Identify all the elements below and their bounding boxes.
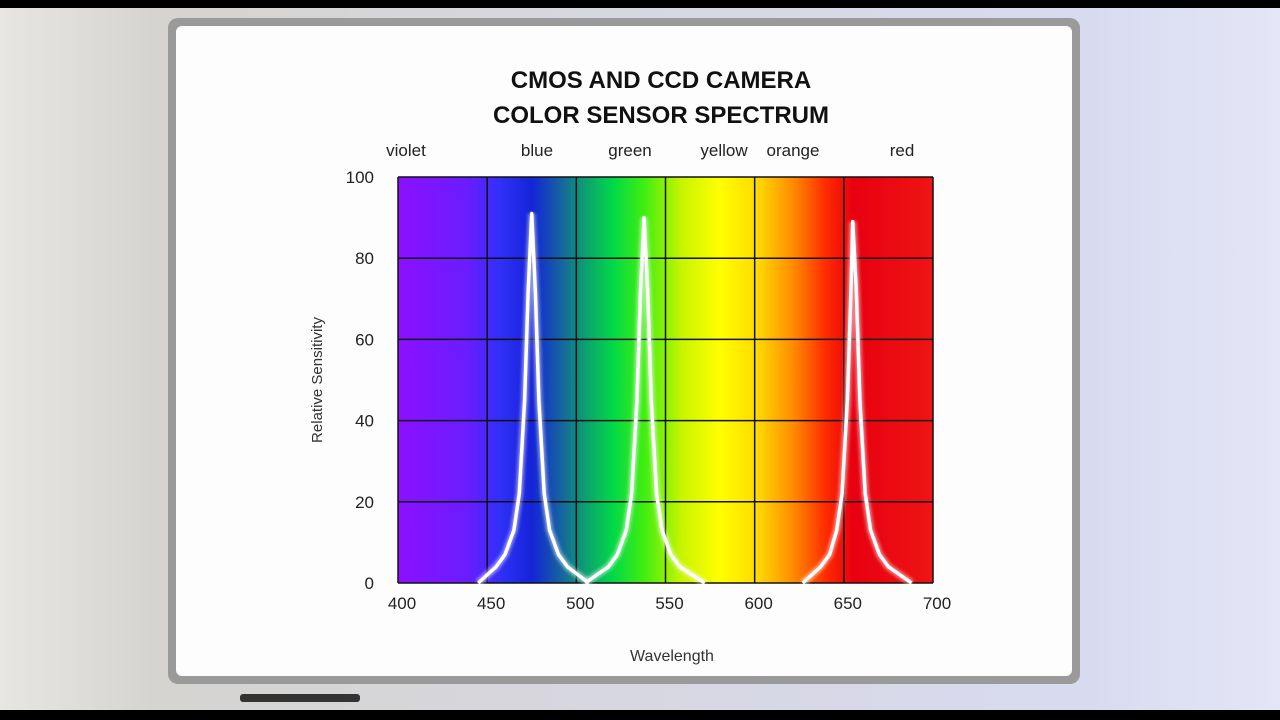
band-label: violet (386, 141, 426, 160)
band-label: yellow (700, 141, 748, 160)
band-label: green (608, 141, 651, 160)
band-label: blue (521, 141, 553, 160)
chart-title: COLOR SENSOR SPECTRUM (493, 102, 829, 129)
y-tick-label: 0 (365, 574, 374, 593)
x-tick-label: 550 (655, 594, 683, 613)
y-axis-label: Relative Sensitivity (309, 317, 326, 443)
chart-title: CMOS AND CCD CAMERA (511, 67, 811, 94)
line (801, 219, 913, 585)
y-tick-label: 100 (346, 168, 374, 187)
x-axis-label: Wavelength (630, 648, 714, 665)
x-tick-label: 700 (923, 594, 951, 613)
line (584, 215, 706, 585)
x-tick-label: 400 (388, 594, 416, 613)
x-tick-label: 450 (477, 594, 505, 613)
line (477, 211, 590, 585)
x-tick-label: 650 (834, 594, 862, 613)
y-tick-label: 80 (355, 249, 374, 268)
marker-tray (240, 694, 360, 702)
band-label: red (890, 141, 915, 160)
x-tick-label: 600 (744, 594, 772, 613)
x-tick-label: 500 (566, 594, 594, 613)
band-label: orange (767, 141, 820, 160)
y-tick-label: 60 (355, 330, 374, 349)
y-tick-label: 40 (355, 412, 374, 431)
y-tick-label: 20 (355, 493, 374, 512)
